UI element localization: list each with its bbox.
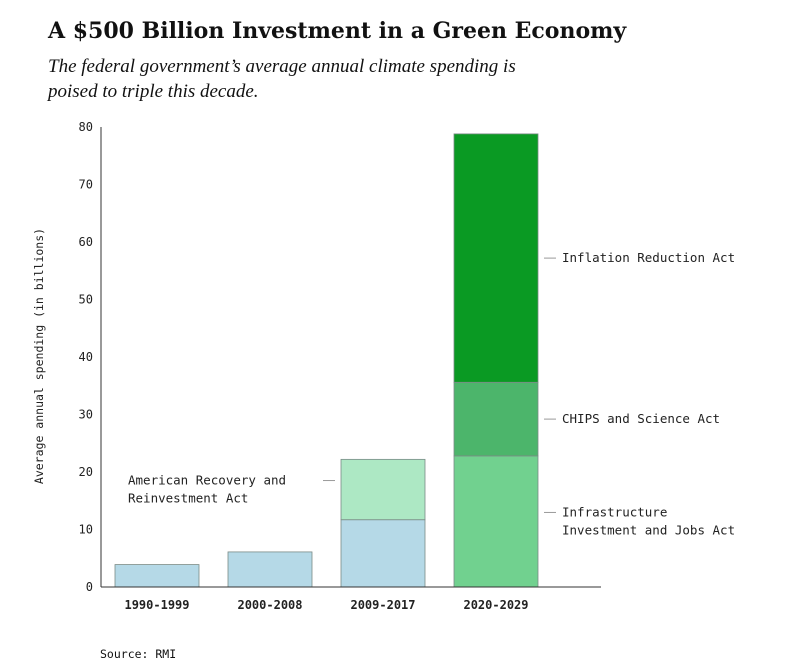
y-tick-label: 50 [79, 293, 93, 307]
x-tick-label: 1990-1999 [124, 598, 189, 612]
bars-layer [114, 133, 539, 588]
axes-layer: 0 10 20 30 40 50 60 70 80 1990-1999 2000-2008 2009-… [79, 120, 601, 612]
y-tick-label: 20 [79, 465, 93, 479]
y-tick-label: 60 [79, 235, 93, 249]
annotation-text-iija: Investment and Jobs Act [562, 522, 735, 537]
bar-iija-2020-2029 [453, 455, 539, 588]
x-tick-label: 2000-2008 [237, 598, 302, 612]
y-tick-label: 40 [79, 350, 93, 364]
bar-ira-2020-2029 [453, 133, 539, 383]
y-tick-label: 10 [79, 523, 93, 537]
source-note: Source: RMI [100, 647, 177, 661]
y-tick-label: 80 [79, 120, 93, 134]
annotation-text-arra: Reinvestment Act [128, 491, 248, 506]
bar-arra-2009-2017 [340, 458, 426, 521]
x-tick-label: 2020-2029 [463, 598, 528, 612]
annotation-text-iija: Infrastructure [562, 504, 667, 519]
y-tick-label: 0 [86, 580, 93, 594]
bar-baseline-2009-2017 [340, 519, 426, 588]
annotation-text-chips: CHIPS and Science Act [562, 411, 720, 426]
annotation-text-ira: Inflation Reduction Act [562, 250, 735, 265]
annotations-layer: American Recovery and Reinvestment Act Inf… [128, 250, 735, 537]
y-axis-label-group: Average annual spending (in billions) [32, 228, 46, 484]
y-tick-label: 70 [79, 178, 93, 192]
chart-subtitle: The federal government’s average annual … [48, 56, 516, 102]
y-axis-label: Average annual spending (in billions) [32, 228, 46, 484]
bar-baseline-2000-2008 [227, 551, 313, 588]
x-tick-label: 2009-2017 [350, 598, 415, 612]
bar-chips-2020-2029 [453, 381, 539, 457]
chart-title: A $500 Billion Investment in a Green Eco… [48, 18, 627, 44]
annotation-text-arra: American Recovery and [128, 473, 286, 488]
bar-baseline-1990-1999 [114, 564, 200, 588]
y-tick-label: 30 [79, 408, 93, 422]
